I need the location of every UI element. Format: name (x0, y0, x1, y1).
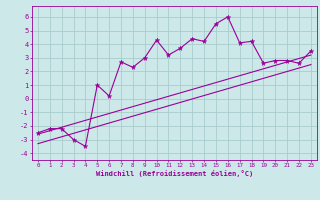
X-axis label: Windchill (Refroidissement éolien,°C): Windchill (Refroidissement éolien,°C) (96, 170, 253, 177)
